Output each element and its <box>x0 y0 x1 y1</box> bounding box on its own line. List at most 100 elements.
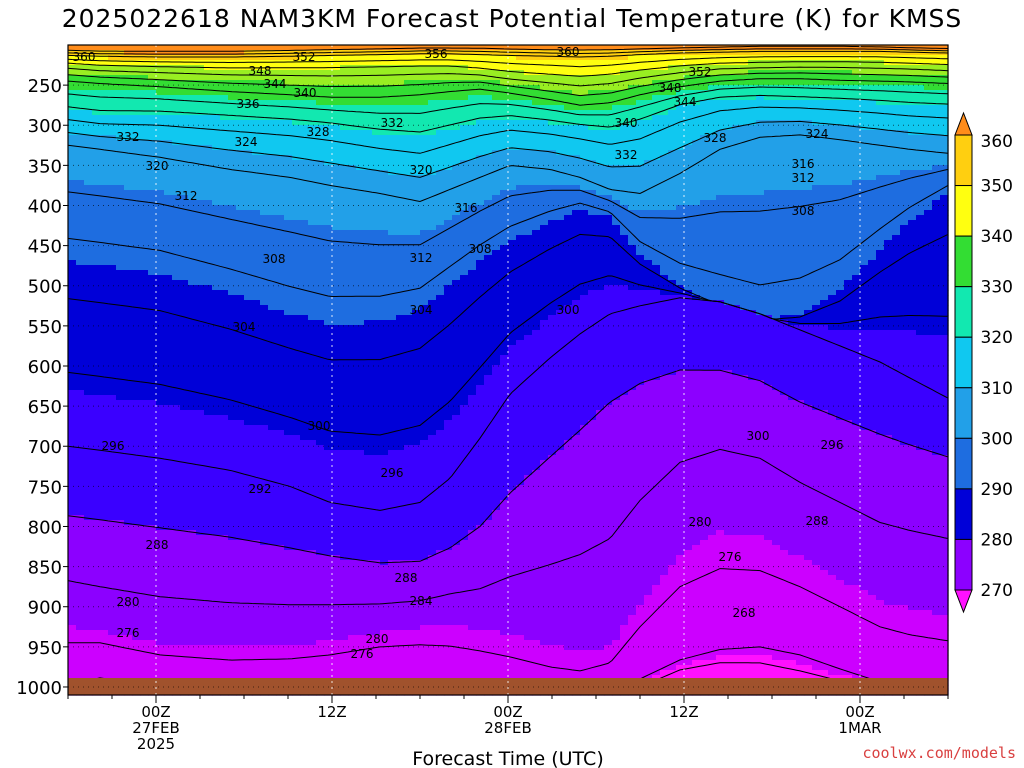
field-cell <box>196 490 205 496</box>
field-cell <box>228 460 237 466</box>
field-cell <box>364 245 373 251</box>
field-cell <box>132 190 141 196</box>
field-cell <box>204 545 213 551</box>
field-cell <box>292 320 301 326</box>
field-cell <box>172 370 181 376</box>
field-cell <box>276 475 285 481</box>
field-cell <box>300 585 309 591</box>
field-cell <box>164 610 173 616</box>
field-cell <box>340 615 349 621</box>
field-cell <box>132 145 141 151</box>
field-cell <box>356 480 365 486</box>
field-cell <box>124 220 133 226</box>
field-cell <box>236 360 245 366</box>
field-cell <box>100 120 109 126</box>
field-cell <box>100 170 109 176</box>
field-cell <box>284 470 293 476</box>
field-cell <box>364 670 373 676</box>
field-cell <box>244 675 253 681</box>
field-cell <box>132 105 141 111</box>
field-cell <box>340 660 349 666</box>
field-cell <box>252 235 261 241</box>
field-cell <box>76 240 85 246</box>
field-cell <box>292 590 301 596</box>
field-cell <box>180 435 189 441</box>
field-cell <box>108 55 117 61</box>
field-cell <box>188 240 197 246</box>
field-cell <box>324 295 333 301</box>
field-cell <box>292 90 301 96</box>
field-cell <box>204 550 213 556</box>
field-cell <box>68 265 77 271</box>
field-cell <box>252 495 261 501</box>
field-cell <box>188 610 197 616</box>
field-cell <box>92 70 101 76</box>
field-cell <box>132 325 141 331</box>
field-cell <box>252 435 261 441</box>
field-cell <box>308 535 317 541</box>
field-cell <box>244 205 253 211</box>
field-cell <box>68 270 77 276</box>
field-cell <box>156 430 165 436</box>
field-cell <box>220 580 229 586</box>
field-cell <box>196 405 205 411</box>
field-cell <box>100 605 109 611</box>
field-cell <box>212 320 221 326</box>
field-cell <box>156 445 165 451</box>
field-cell <box>132 430 141 436</box>
field-cell <box>100 410 109 416</box>
field-cell <box>188 555 197 561</box>
field-cell <box>340 110 349 116</box>
field-cell <box>164 295 173 301</box>
field-cell <box>356 460 365 466</box>
field-cell <box>188 165 197 171</box>
field-cell <box>76 65 85 71</box>
field-cell <box>84 530 93 536</box>
field-cell <box>316 220 325 226</box>
field-cell <box>140 515 149 521</box>
field-cell <box>364 610 373 616</box>
field-cell <box>156 120 165 126</box>
field-cell <box>260 370 269 376</box>
field-cell <box>268 515 277 521</box>
field-cell <box>356 320 365 326</box>
field-cell <box>228 95 237 101</box>
field-cell <box>84 345 93 351</box>
field-cell <box>68 665 77 671</box>
field-cell <box>212 470 221 476</box>
field-cell <box>132 625 141 631</box>
field-cell <box>276 120 285 126</box>
field-cell <box>284 355 293 361</box>
field-cell <box>324 600 333 606</box>
field-cell <box>228 500 237 506</box>
field-cell <box>204 225 213 231</box>
field-cell <box>108 650 117 656</box>
field-cell <box>132 85 141 91</box>
field-cell <box>228 270 237 276</box>
field-cell <box>316 370 325 376</box>
field-cell <box>132 425 141 431</box>
field-cell <box>276 265 285 271</box>
field-cell <box>244 495 253 501</box>
field-cell <box>212 245 221 251</box>
field-cell <box>188 460 197 466</box>
field-cell <box>116 620 125 626</box>
field-cell <box>228 615 237 621</box>
field-cell <box>116 395 125 401</box>
field-cell <box>140 160 149 166</box>
field-cell <box>132 510 141 516</box>
field-cell <box>300 250 309 256</box>
field-cell <box>340 85 349 91</box>
field-cell <box>180 610 189 616</box>
field-cell <box>348 435 357 441</box>
field-cell <box>116 580 125 586</box>
field-cell <box>220 130 229 136</box>
field-cell <box>252 340 261 346</box>
field-cell <box>116 540 125 546</box>
field-cell <box>260 325 269 331</box>
field-cell <box>372 50 381 56</box>
field-cell <box>228 80 237 86</box>
field-cell <box>140 105 149 111</box>
field-cell <box>124 75 133 81</box>
field-cell <box>148 275 157 281</box>
